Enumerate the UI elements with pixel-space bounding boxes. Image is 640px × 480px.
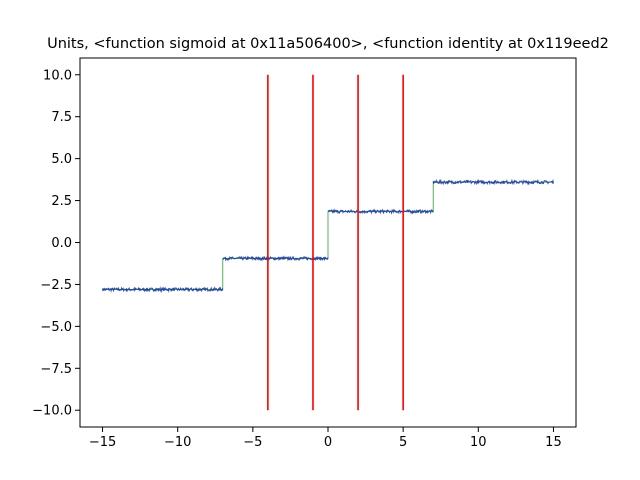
- chart-title: Units, <function sigmoid at 0x11a506400>…: [47, 36, 609, 52]
- x-tick-label: 10: [470, 435, 487, 450]
- x-tick-label: −15: [89, 435, 116, 450]
- y-tick-label: 2.5: [51, 194, 72, 209]
- vertical-lines: [267, 74, 404, 411]
- x-tick-label: −5: [243, 435, 262, 450]
- series-step-line: [102, 181, 554, 290]
- plot-area: [102, 178, 554, 294]
- x-tick-label: 0: [324, 435, 332, 450]
- y-tick-label: 0.0: [51, 236, 72, 251]
- x-tick-label: −10: [164, 435, 191, 450]
- y-tick-label: −2.5: [40, 278, 72, 293]
- x-tick-label: 15: [545, 435, 562, 450]
- y-tick-label: −7.5: [40, 362, 72, 377]
- y-axis: −10.0 −7.5 −5.0 −2.5 0.0 2.5 5.0 7.5 10.0: [32, 68, 80, 419]
- series-noisy-line: [102, 178, 554, 294]
- y-tick-label: −10.0: [32, 404, 72, 419]
- y-tick-label: 7.5: [51, 110, 72, 125]
- y-tick-label: 10.0: [43, 68, 72, 83]
- y-tick-label: 5.0: [51, 152, 72, 167]
- x-tick-label: 5: [399, 435, 407, 450]
- y-tick-label: −5.0: [40, 320, 72, 335]
- x-axis: −15 −10 −5 0 5 10 15: [89, 427, 562, 450]
